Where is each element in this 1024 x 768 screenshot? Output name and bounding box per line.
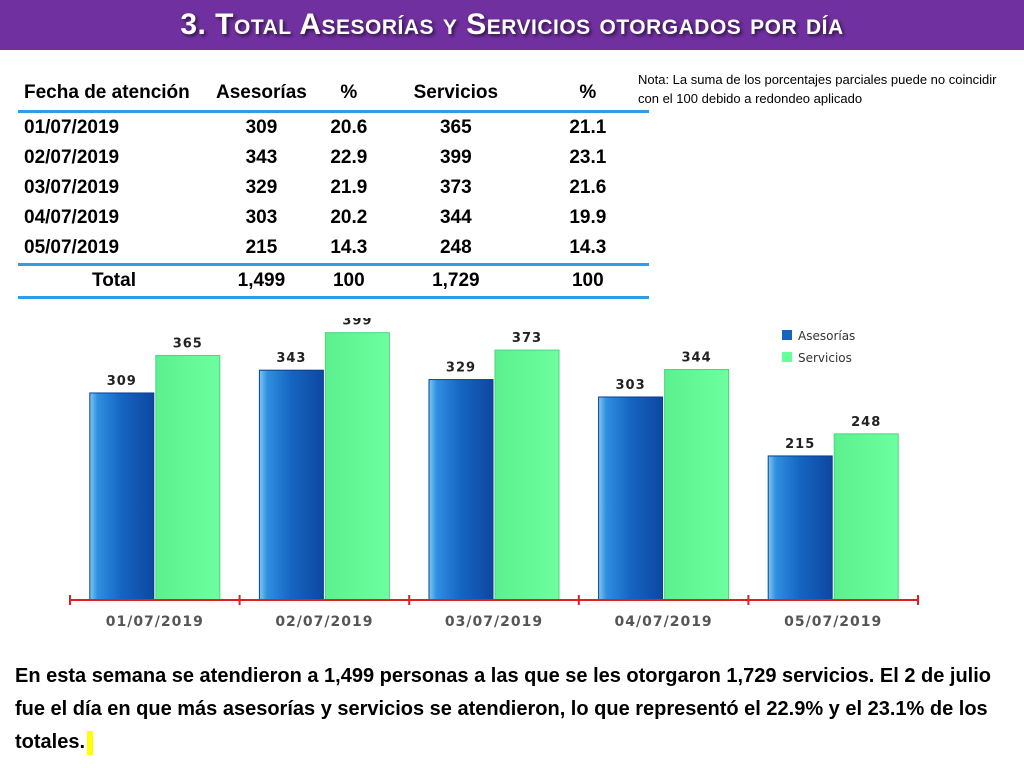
data-label: 344: [682, 351, 712, 366]
data-label: 215: [785, 437, 815, 452]
cell-servicios: 365: [439, 117, 472, 138]
legend-swatch-servicios: [782, 352, 792, 362]
table-row: 02/07/2019 343 22.9 399 23.1: [18, 143, 649, 173]
legend-label: Servicios: [798, 351, 852, 365]
cell-servicios: 399: [439, 147, 472, 168]
cell-pct-servicios: 14.3: [569, 237, 607, 258]
page-title: 3. Total Asesorías y Servicios otorgados…: [180, 8, 844, 41]
cell-asesorias: 215: [245, 237, 278, 258]
x-tick-label: 04/07/2019: [615, 614, 713, 630]
bar-asesorias: [89, 392, 155, 601]
total-label: Total: [92, 270, 136, 291]
data-label: 248: [851, 415, 881, 430]
header-asesorias: Asesorías: [216, 82, 307, 103]
cell-pct-asesorias: 22.9: [330, 147, 368, 168]
bar-servicios: [494, 349, 560, 601]
cell-pct-asesorias: 20.2: [330, 207, 368, 228]
note-text: Nota: La suma de los porcentajes parcial…: [638, 72, 997, 106]
cell-date: 01/07/2019: [24, 117, 120, 138]
table-total-row: Total 1,499 100 1,729 100: [18, 264, 649, 298]
bar-asesorias: [428, 379, 494, 601]
cell-pct-servicios: 19.9: [569, 207, 607, 228]
total-pct-asesorias: 100: [332, 270, 365, 291]
data-label: 309: [107, 374, 137, 389]
table-row: 05/07/2019 215 14.3 248 14.3: [18, 233, 649, 265]
data-label: 303: [616, 378, 646, 393]
table-row: 04/07/2019 303 20.2 344 19.9: [18, 203, 649, 233]
data-label: 399: [342, 318, 372, 329]
total-pct-servicios: 100: [571, 270, 604, 291]
cell-date: 02/07/2019: [24, 147, 120, 168]
table-row: 03/07/2019 329 21.9 373 21.6: [18, 173, 649, 203]
cell-pct-servicios: 21.1: [569, 117, 607, 138]
cell-date: 05/07/2019: [24, 237, 120, 258]
table-header-row: Fecha de atención Asesorías % Servicios …: [18, 76, 649, 112]
x-tick-label: 03/07/2019: [445, 614, 543, 630]
bar-asesorias: [258, 369, 324, 601]
x-tick-label: 02/07/2019: [275, 614, 373, 630]
cell-asesorias: 343: [245, 147, 278, 168]
summary-text: En esta semana se atendieron a 1,499 per…: [15, 665, 991, 753]
cell-date: 04/07/2019: [24, 207, 120, 228]
legend-label: Asesorías: [798, 329, 855, 343]
table-row: 01/07/2019 309 20.6 365 21.1: [18, 112, 649, 144]
data-table: Fecha de atención Asesorías % Servicios …: [18, 76, 649, 299]
header-date: Fecha de atención: [24, 82, 190, 103]
bar-servicios: [155, 354, 221, 601]
x-tick-label: 05/07/2019: [784, 614, 882, 630]
cell-pct-servicios: 23.1: [569, 147, 607, 168]
x-tick-label: 01/07/2019: [106, 614, 204, 630]
cell-asesorias: 303: [245, 207, 278, 228]
bar-servicios: [324, 332, 390, 601]
cell-servicios: 344: [439, 207, 472, 228]
header-pct-servicios: %: [579, 82, 597, 103]
data-label: 329: [446, 361, 476, 376]
total-asesorias: 1,499: [237, 270, 286, 291]
title-bar: 3. Total Asesorías y Servicios otorgados…: [0, 0, 1024, 50]
data-label: 373: [512, 331, 542, 346]
cell-pct-asesorias: 20.6: [330, 117, 368, 138]
bar-chart: 309 365 01/07/2019 343 399 02/07/2019 329 373 03…: [69, 318, 919, 630]
header-servicios: Servicios: [413, 82, 499, 103]
data-label: 365: [173, 336, 203, 351]
cell-servicios: 248: [439, 237, 472, 258]
cell-servicios: 373: [439, 177, 472, 198]
cell-asesorias: 329: [245, 177, 278, 198]
text-cursor: [87, 730, 94, 755]
cell-asesorias: 309: [245, 117, 278, 138]
data-label: 343: [276, 351, 306, 366]
bar-asesorias: [598, 396, 664, 601]
bar-servicios: [664, 369, 730, 601]
cell-pct-asesorias: 14.3: [330, 237, 368, 258]
summary-paragraph: En esta semana se atendieron a 1,499 per…: [15, 660, 1010, 759]
legend-swatch-asesorias: [782, 330, 792, 340]
cell-pct-servicios: 21.6: [569, 177, 607, 198]
cell-pct-asesorias: 21.9: [330, 177, 368, 198]
total-servicios: 1,729: [432, 270, 480, 291]
bar-asesorias: [767, 455, 833, 601]
cell-date: 03/07/2019: [24, 177, 120, 198]
header-pct-asesorias: %: [340, 82, 358, 103]
bar-servicios: [833, 433, 899, 601]
